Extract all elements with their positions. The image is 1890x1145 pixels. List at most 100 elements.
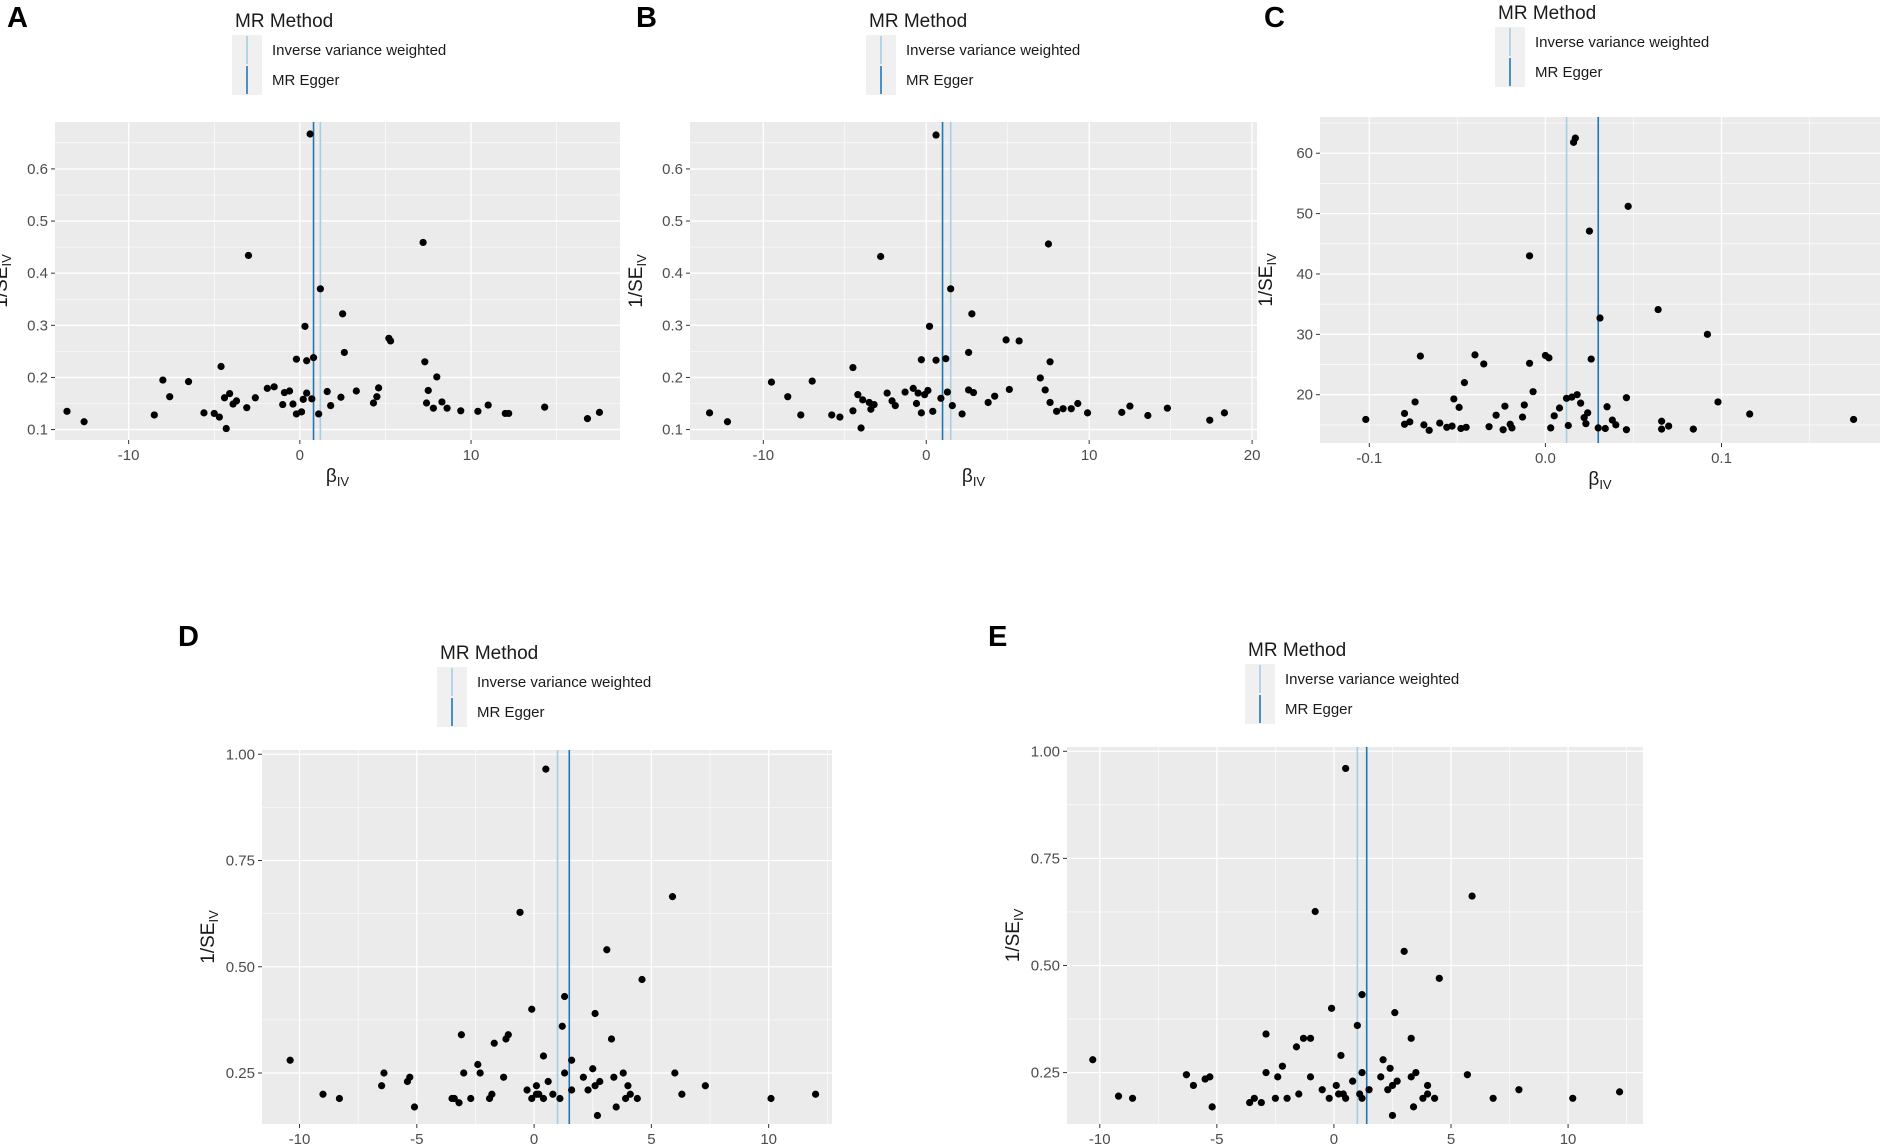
data-point bbox=[1283, 1094, 1291, 1102]
data-point bbox=[638, 975, 646, 984]
data-point bbox=[1386, 1064, 1394, 1072]
data-point bbox=[591, 1082, 599, 1090]
data-point bbox=[528, 1094, 536, 1103]
data-point bbox=[217, 362, 225, 371]
data-point bbox=[1435, 974, 1443, 982]
data-point bbox=[1114, 1092, 1123, 1100]
data-point bbox=[159, 376, 167, 384]
data-point bbox=[1005, 385, 1013, 394]
data-point bbox=[549, 1090, 557, 1098]
legend-title: MR Method bbox=[1498, 3, 1596, 24]
data-point bbox=[1182, 1071, 1191, 1079]
data-point bbox=[1362, 415, 1370, 424]
data-point bbox=[1547, 424, 1555, 432]
y-tick-label: 0.6 bbox=[662, 161, 683, 178]
legend-label: Inverse variance weighted bbox=[1285, 671, 1459, 688]
data-point bbox=[965, 348, 973, 357]
data-point bbox=[560, 1069, 569, 1077]
x-tick-label: -5 bbox=[1210, 1131, 1223, 1145]
x-tick-label: 5 bbox=[1447, 1131, 1455, 1145]
data-point bbox=[1327, 1004, 1336, 1012]
y-tick-label: 30 bbox=[1296, 326, 1313, 343]
data-point bbox=[1128, 1094, 1137, 1102]
x-tick-label: 10 bbox=[1081, 447, 1098, 464]
data-point bbox=[596, 1077, 604, 1086]
data-point bbox=[1525, 252, 1534, 260]
data-point bbox=[767, 1094, 775, 1103]
data-point bbox=[474, 407, 482, 415]
y-tick-label: 0.5 bbox=[27, 213, 48, 230]
data-point bbox=[1126, 402, 1134, 410]
x-axis-title: βIV bbox=[1588, 469, 1612, 492]
data-point bbox=[1220, 409, 1229, 417]
data-point bbox=[1318, 1086, 1326, 1094]
y-tick-label: 50 bbox=[1296, 206, 1313, 223]
data-point bbox=[327, 401, 335, 410]
data-point bbox=[1409, 1103, 1418, 1111]
data-point bbox=[1601, 424, 1609, 433]
data-point bbox=[539, 1094, 548, 1103]
x-tick-label: -10 bbox=[289, 1131, 311, 1145]
y-tick-label: 60 bbox=[1296, 145, 1313, 162]
x-axis-title-sub: IV bbox=[973, 474, 986, 489]
data-point bbox=[532, 1082, 541, 1090]
data-point bbox=[1423, 1090, 1432, 1098]
data-point bbox=[263, 384, 271, 392]
data-point bbox=[1416, 352, 1424, 360]
data-point bbox=[1189, 1081, 1198, 1090]
y-axis-title: 1/SEIV bbox=[0, 254, 14, 308]
data-point bbox=[1262, 1068, 1270, 1077]
data-point bbox=[460, 1069, 468, 1077]
data-point bbox=[603, 946, 611, 954]
x-axis-title-sub: IV bbox=[337, 474, 350, 489]
data-point bbox=[854, 391, 862, 399]
data-point bbox=[828, 411, 836, 419]
data-point bbox=[583, 415, 592, 423]
data-point bbox=[1658, 425, 1666, 433]
x-tick-label: 0.1 bbox=[1711, 450, 1732, 467]
x-tick-label: -10 bbox=[118, 447, 140, 464]
data-point bbox=[309, 354, 318, 362]
y-axis-title-sub: IV bbox=[0, 254, 14, 267]
data-point bbox=[1462, 423, 1470, 431]
data-point bbox=[723, 418, 732, 426]
y-axis-title-sub: IV bbox=[206, 910, 221, 923]
data-point bbox=[335, 1094, 344, 1103]
data-point bbox=[1337, 1051, 1345, 1060]
data-point bbox=[433, 373, 441, 381]
legend-label: MR Egger bbox=[1535, 64, 1603, 81]
legend-label: MR Egger bbox=[477, 704, 545, 721]
data-point bbox=[678, 1090, 686, 1098]
data-point bbox=[1624, 202, 1632, 210]
y-tick-label: 0.25 bbox=[1031, 1065, 1060, 1082]
data-point bbox=[610, 1073, 618, 1081]
data-point bbox=[591, 1009, 599, 1018]
data-point bbox=[1059, 405, 1067, 413]
data-point bbox=[701, 1082, 709, 1090]
data-point bbox=[488, 1090, 496, 1098]
data-point bbox=[1163, 404, 1171, 412]
data-point bbox=[1703, 330, 1712, 338]
data-point bbox=[457, 407, 465, 415]
data-point bbox=[484, 401, 492, 409]
data-point bbox=[1391, 1009, 1399, 1017]
data-point bbox=[474, 1060, 482, 1069]
data-point bbox=[323, 387, 331, 396]
data-point bbox=[1420, 421, 1428, 429]
data-point bbox=[1384, 1086, 1392, 1094]
y-tick-label: 0.50 bbox=[1031, 957, 1060, 974]
y-axis-title-sub: IV bbox=[1011, 908, 1026, 921]
data-point bbox=[308, 395, 316, 403]
data-point bbox=[1436, 419, 1444, 427]
data-point bbox=[1250, 1094, 1258, 1102]
data-point bbox=[1074, 399, 1082, 408]
data-point bbox=[1271, 1094, 1279, 1102]
data-point bbox=[929, 407, 937, 415]
data-point bbox=[544, 1077, 552, 1086]
x-tick-label: 0 bbox=[1330, 1131, 1338, 1145]
y-axis-title-sub: IV bbox=[1264, 253, 1279, 266]
data-point bbox=[624, 1082, 632, 1090]
data-point bbox=[921, 391, 929, 399]
data-point bbox=[1393, 1077, 1401, 1085]
x-tick-label: -0.1 bbox=[1356, 450, 1382, 467]
